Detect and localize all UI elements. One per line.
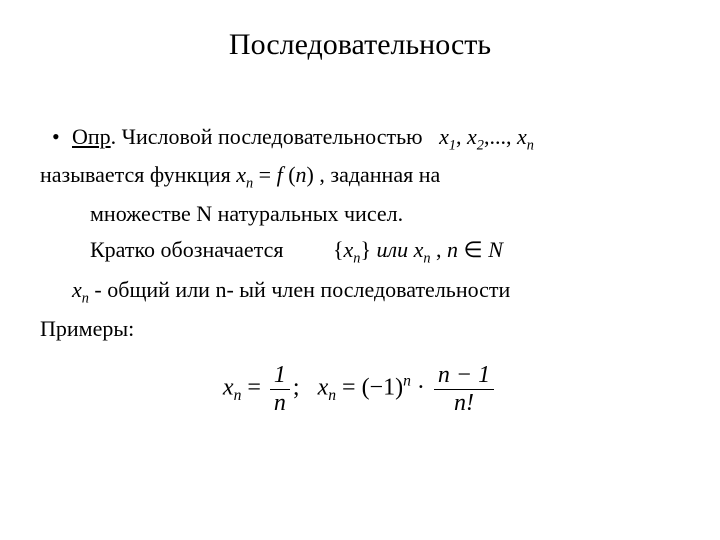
- def-label: Опр: [72, 124, 111, 149]
- page-title: Последовательность: [40, 28, 680, 62]
- bullet-icon: •: [52, 122, 72, 152]
- line-5: Примеры:: [40, 314, 680, 344]
- examples-formula: xn = 1n; xn = (−1)n · n − 1n!: [40, 362, 680, 416]
- formula-fn: xn = f (n): [236, 162, 314, 187]
- line-4: xn - общий или n- ый член последовательн…: [40, 275, 680, 309]
- formula-xn: xn: [72, 277, 89, 302]
- def-rest: . Числовой последовательностью: [111, 124, 423, 149]
- text-2c: , заданная на: [319, 162, 440, 187]
- text-2a: называется функция: [40, 162, 236, 187]
- text-4b: - общий или n- ый член последовательност…: [94, 277, 510, 302]
- text-3a: Кратко обозначается: [90, 237, 283, 262]
- slide-body: • Опр. Числовой последовательностью x1, …: [40, 122, 680, 416]
- line-3: Кратко обозначается {xn} или xn , n ∈ N: [40, 235, 680, 269]
- line-2b: множестве N натуральных чисел.: [40, 199, 680, 229]
- definition-text: Опр. Числовой последовательностью x1, x2…: [72, 122, 534, 156]
- slide: Последовательность • Опр. Числовой после…: [0, 0, 720, 540]
- formula-set: {xn} или xn , n ∈ N: [333, 237, 503, 262]
- line-2a: называется функция xn = f (n) , заданная…: [40, 160, 680, 194]
- sequence-inline: x1, x2,..., xn: [439, 124, 534, 149]
- definition-line: • Опр. Числовой последовательностью x1, …: [52, 122, 680, 156]
